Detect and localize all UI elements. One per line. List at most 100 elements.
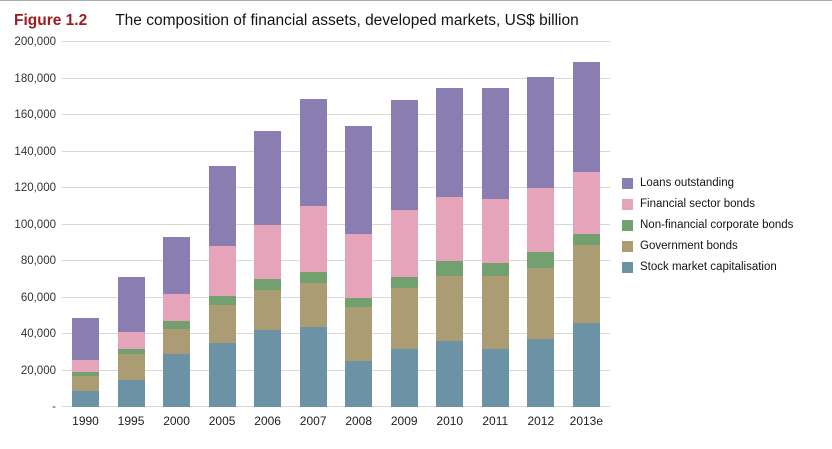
y-axis-tick-label: 20,000 — [20, 364, 56, 377]
bar-2007 — [299, 42, 327, 407]
bar-segment — [572, 171, 600, 234]
bar-segment — [572, 244, 600, 324]
bar-segment — [208, 295, 236, 305]
bar-2006 — [254, 42, 282, 407]
y-axis-tick-label: 160,000 — [14, 109, 56, 121]
gridline — [62, 187, 610, 188]
bar-segment — [481, 198, 509, 263]
bar-segment — [208, 304, 236, 344]
bar-segment — [481, 275, 509, 349]
bar-segment — [163, 293, 191, 322]
bar-segment — [390, 348, 418, 407]
gridline — [62, 114, 610, 115]
plot-column: 1990 1995 2000 2005 2006 2007 2008 2009 2010 2011… — [62, 41, 610, 428]
bar-segment — [299, 271, 327, 283]
bar-segment — [299, 326, 327, 407]
y-axis-tick-label: 60,000 — [20, 291, 56, 304]
bar-segment — [481, 348, 509, 407]
bar-segment — [390, 288, 418, 349]
bar-segment — [345, 297, 373, 307]
bar-segment — [299, 282, 327, 327]
y-axis-tick-label: 120,000 — [14, 182, 56, 194]
x-axis-tick-label: 2011 — [482, 414, 509, 428]
y-axis-tick-label: 200,000 — [14, 36, 56, 48]
gridline — [62, 296, 610, 298]
y-axis-tick-label: 40,000 — [20, 328, 56, 340]
legend-item: Stock market capitalisation — [622, 261, 822, 273]
gridline — [62, 41, 610, 42]
bar-segment — [163, 354, 191, 407]
bar-segment — [527, 76, 555, 189]
bar-2011 — [481, 42, 509, 407]
x-axis-tick-label: 2007 — [299, 414, 327, 428]
bar-segment — [208, 343, 236, 407]
bar-segment — [436, 275, 464, 342]
y-axis: - 20,000 40,000 60,000 80,000 100,000 120,000 1… — [8, 36, 62, 413]
legend-swatch-icon — [622, 240, 633, 252]
bar-segment — [117, 354, 145, 380]
legend-label: Government bonds — [640, 240, 738, 252]
bar-segment — [117, 348, 145, 355]
bar-segment — [72, 372, 99, 376]
plot-area — [62, 41, 610, 407]
bar-segment — [390, 209, 418, 278]
bar-segment — [436, 87, 464, 198]
bar-segment — [299, 98, 327, 207]
x-axis-tick-label: 1995 — [117, 414, 145, 428]
bar-segment — [572, 233, 600, 245]
bar-segment — [254, 224, 282, 280]
bar-segment — [390, 277, 418, 289]
bar-segment — [72, 390, 99, 407]
figure-title: The composition of financial assets, dev… — [115, 12, 579, 29]
bar-2005 — [208, 42, 236, 407]
bar-segment — [436, 197, 464, 262]
y-axis-tick-label: - — [52, 401, 56, 413]
legend-label: Financial sector bonds — [640, 198, 756, 210]
bar-segment — [527, 188, 555, 252]
bar-segment — [117, 332, 145, 349]
x-axis-tick-label: 2013e — [569, 414, 604, 428]
bar-segment — [527, 251, 555, 269]
gridline — [62, 260, 610, 261]
bar-2012 — [527, 42, 555, 407]
x-axis-tick-label: 1990 — [72, 414, 99, 428]
bar-segment — [117, 379, 145, 407]
bar-2010 — [436, 42, 464, 407]
gridline — [62, 369, 610, 371]
bar-segment — [254, 279, 282, 291]
x-axis: 1990 1995 2000 2005 2006 2007 2008 2009 2010 2011… — [62, 414, 610, 428]
legend-item: Loans outstanding — [622, 177, 822, 189]
bar-segment — [481, 87, 509, 199]
bar-segment — [254, 131, 282, 225]
x-axis-tick-label: 2008 — [345, 414, 373, 428]
x-axis-tick-label: 2010 — [436, 414, 464, 428]
bar-1995 — [117, 42, 145, 407]
legend-label: Non-financial corporate bonds — [640, 219, 794, 231]
y-axis-tick-label: 100,000 — [14, 218, 56, 231]
x-axis-tick-label: 2005 — [208, 414, 236, 428]
bars — [62, 42, 610, 407]
legend-item: Non-financial corporate bonds — [622, 219, 822, 231]
legend-label: Stock market capitalisation — [640, 261, 777, 273]
gridline — [62, 333, 610, 334]
bar-segment — [254, 330, 282, 407]
bar-2013e — [572, 42, 600, 407]
bar-segment — [345, 306, 373, 362]
gridline — [62, 150, 610, 152]
x-axis-tick-label: 2000 — [163, 414, 190, 428]
gridline — [62, 406, 610, 407]
legend-swatch-icon — [622, 198, 633, 210]
bar-segment — [72, 375, 99, 391]
bar-segment — [345, 361, 373, 407]
x-axis-tick-label: 2012 — [527, 414, 555, 428]
bar-segment — [208, 166, 236, 247]
legend: Loans outstanding Financial sector bonds N… — [610, 22, 822, 428]
bar-segment — [390, 100, 418, 210]
legend-item: Financial sector bonds — [622, 198, 822, 210]
bar-segment — [436, 341, 464, 407]
bar-segment — [572, 62, 600, 172]
legend-swatch-icon — [622, 177, 633, 189]
bar-segment — [163, 237, 191, 294]
x-axis-tick-label: 2006 — [254, 414, 281, 428]
